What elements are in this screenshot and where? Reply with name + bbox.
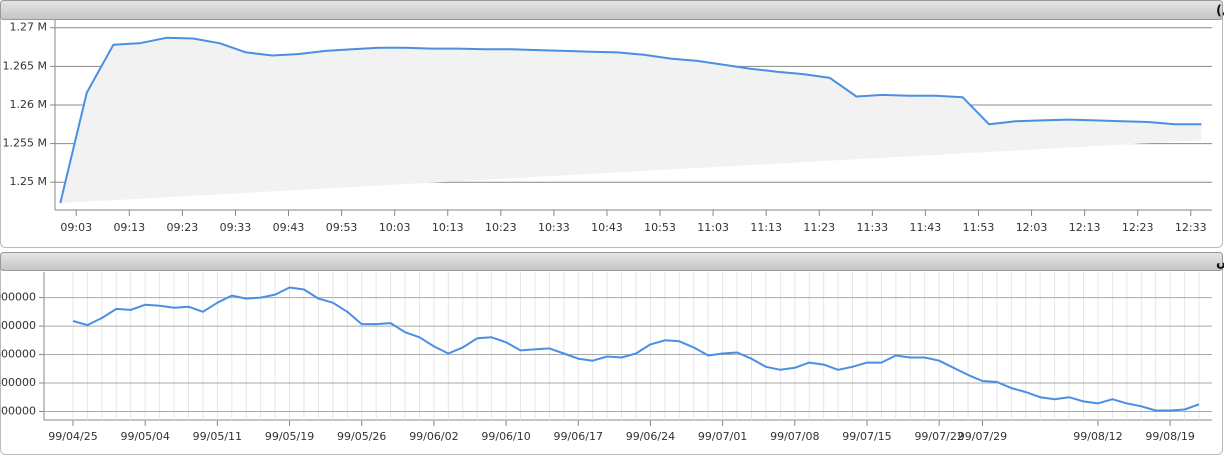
x-tick-label: 09:53	[326, 221, 358, 234]
x-tick-label: 99/07/01	[698, 430, 747, 443]
series-line	[59, 36, 1202, 204]
x-tick-label: 99/07/08	[770, 430, 819, 443]
chart-title: شاخص کل (آخرین روز معاملاتی)	[1216, 2, 1224, 19]
x-tick-label: 10:53	[644, 221, 676, 234]
x-tick-label: 09:43	[273, 221, 305, 234]
y-tick-label: 2000000	[0, 291, 36, 304]
x-tick-label: 99/08/12	[1073, 430, 1122, 443]
x-tick-label: 99/05/04	[120, 430, 169, 443]
y-tick-label: 1.25 M	[10, 175, 47, 188]
y-tick-label: 1400000	[0, 376, 36, 389]
x-tick-label: 11:03	[697, 221, 729, 234]
x-tick-label: 99/06/10	[481, 430, 530, 443]
x-tick-label: 12:33	[1175, 221, 1207, 234]
x-tick-label: 12:13	[1069, 221, 1101, 234]
area-shade	[60, 37, 1202, 204]
x-tick-label: 10:23	[485, 221, 517, 234]
x-tick-label: 99/05/11	[193, 430, 242, 443]
x-tick-label: 99/05/19	[265, 430, 314, 443]
chart-title: نمودار شاخص	[1216, 255, 1224, 270]
x-tick-label: 99/08/19	[1145, 430, 1194, 443]
y-tick-label: 1.27 M	[10, 21, 47, 34]
y-tick-label: 1.265 M	[3, 59, 47, 72]
x-tick-label: 99/05/26	[337, 430, 386, 443]
x-tick-label: 09:33	[220, 221, 252, 234]
x-tick-label: 99/07/15	[842, 430, 891, 443]
panel-header	[0, 0, 1223, 20]
x-tick-label: 11:43	[910, 221, 942, 234]
x-tick-label: 11:23	[803, 221, 835, 234]
y-tick-label: 1.26 M	[10, 98, 47, 111]
y-tick-label: 1200000	[0, 404, 36, 417]
x-tick-label: 09:03	[60, 221, 92, 234]
panel-header	[0, 252, 1223, 271]
x-tick-label: 10:43	[591, 221, 623, 234]
x-tick-label: 12:23	[1122, 221, 1154, 234]
x-tick-label: 99/06/24	[626, 430, 675, 443]
x-tick-label: 11:33	[856, 221, 888, 234]
x-tick-label: 10:13	[432, 221, 464, 234]
x-tick-label: 11:53	[963, 221, 995, 234]
x-tick-label: 09:23	[167, 221, 199, 234]
x-tick-label: 09:13	[113, 221, 145, 234]
panel-frame	[0, 252, 1223, 455]
x-tick-label: 99/06/02	[409, 430, 458, 443]
x-tick-label: 11:13	[750, 221, 782, 234]
x-tick-label: 12:03	[1016, 221, 1048, 234]
x-tick-label: 10:33	[538, 221, 570, 234]
y-tick-label: 1600000	[0, 348, 36, 361]
x-tick-label: 99/06/17	[554, 430, 603, 443]
x-tick-label: 99/04/25	[48, 430, 97, 443]
x-tick-label: 10:03	[379, 221, 411, 234]
x-tick-label: 99/07/22	[914, 430, 963, 443]
y-tick-label: 1800000	[0, 319, 36, 332]
y-tick-label: 1.255 M	[3, 137, 47, 150]
x-tick-label: 99/07/29	[958, 430, 1007, 443]
series-line	[72, 286, 1200, 412]
